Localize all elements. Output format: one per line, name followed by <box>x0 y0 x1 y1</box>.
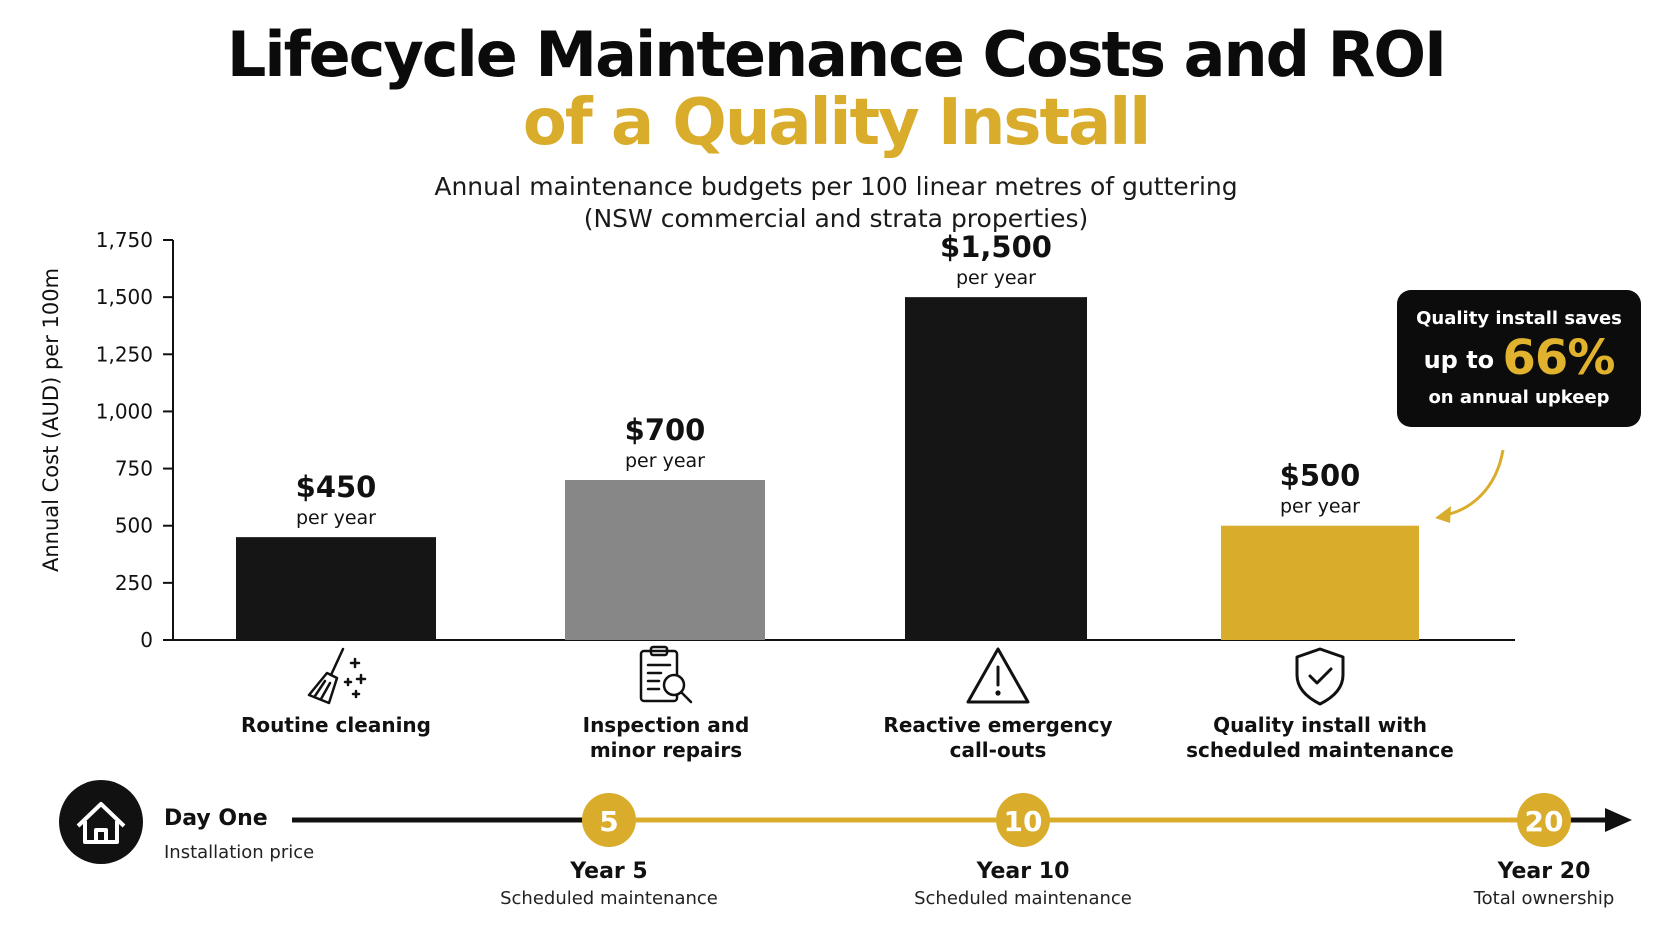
y-tick-label: 1,000 <box>96 399 153 423</box>
category-emergency: Reactive emergency call-outs <box>838 645 1158 763</box>
bar-value-label: $1,500 <box>940 230 1052 264</box>
milestone-number: 20 <box>1525 805 1564 838</box>
timeline: 5 Year 5 Scheduled maintenance 10 Year 10 Sch… <box>59 780 1632 909</box>
callout-line2: up to 66% <box>1397 330 1641 386</box>
bar-sublabel: per year <box>1280 496 1360 518</box>
warning-icon <box>966 647 1030 704</box>
y-tick-label: 1,500 <box>96 285 153 309</box>
chart-subtitle-line2: (NSW commercial and strata properties) <box>583 204 1089 233</box>
clipboard-search-icon <box>639 645 693 704</box>
category-routine-cleaning: Routine cleaning <box>176 645 496 738</box>
house-icon-circle <box>59 780 143 864</box>
milestone-circle <box>582 793 636 847</box>
callout-percent: 66% <box>1502 330 1616 386</box>
timeline-start-sub: Installation price <box>164 842 315 863</box>
y-tick-label: 250 <box>115 571 153 595</box>
timeline-start-label: Day One <box>164 806 268 831</box>
category-label-line2: minor repairs <box>589 738 743 762</box>
house-icon <box>76 802 126 844</box>
savings-callout: Quality install saves up to 66% on annua… <box>1397 290 1641 427</box>
category-label: Reactive emergency <box>883 713 1113 737</box>
bar <box>905 297 1087 640</box>
bar <box>236 537 436 640</box>
bar <box>565 480 765 640</box>
category-label: Quality install with <box>1213 713 1427 737</box>
milestone-label: Year 5 <box>569 859 648 884</box>
chart-title-line1: Lifecycle Maintenance Costs and ROI <box>226 18 1447 91</box>
category-label: Inspection and <box>582 713 750 737</box>
callout-arrow <box>1444 449 1505 517</box>
y-tick-label: 750 <box>115 457 153 481</box>
y-tick-label: 1,750 <box>96 228 153 252</box>
milestone-sub: Total ownership <box>1473 888 1615 909</box>
milestone-label: Year 20 <box>1497 859 1591 884</box>
category-inspection: Inspection and minor repairs <box>506 645 826 763</box>
milestone-label: Year 10 <box>976 859 1070 884</box>
y-tick-label: 0 <box>140 628 153 652</box>
category-label-line2: call-outs <box>949 738 1047 762</box>
timeline-arrowhead <box>1605 808 1632 832</box>
bar-value-label: $700 <box>625 413 706 447</box>
y-tick-label: 1,250 <box>96 342 153 366</box>
broom-icon <box>307 647 367 705</box>
bar-sublabel: per year <box>625 450 705 472</box>
y-axis-label: Annual Cost (AUD) per 100m <box>39 268 63 572</box>
value-labels-group: $450 per year $700 per year $1,500 per year $5… <box>296 230 1361 529</box>
callout-prefix: up to <box>1423 346 1495 374</box>
bar-sublabel: per year <box>956 267 1036 289</box>
chart-subtitle-line1: Annual maintenance budgets per 100 linea… <box>434 172 1238 201</box>
bar <box>1221 525 1419 640</box>
chart-title-line2: of a Quality Install <box>522 86 1151 160</box>
milestone-number: 5 <box>599 805 618 838</box>
milestone-sub: Scheduled maintenance <box>500 888 718 909</box>
bar-value-label: $500 <box>1280 459 1361 493</box>
bar-sublabel: per year <box>296 507 376 529</box>
bars-group <box>236 297 1419 640</box>
y-tick-label: 500 <box>115 514 153 538</box>
category-quality-install: Quality install with scheduled maintenan… <box>1160 645 1480 763</box>
callout-line1: Quality install saves <box>1416 308 1622 329</box>
milestone-sub: Scheduled maintenance <box>914 888 1132 909</box>
bar-value-label: $450 <box>296 470 377 504</box>
shield-check-icon <box>1295 647 1345 706</box>
milestone-circle <box>1517 793 1571 847</box>
callout-arrowhead <box>1435 506 1451 523</box>
milestone-number: 10 <box>1004 805 1043 838</box>
category-label-line2: scheduled maintenance <box>1186 738 1454 762</box>
milestone-circle <box>996 793 1050 847</box>
callout-line3: on annual upkeep <box>1428 387 1610 408</box>
category-label: Routine cleaning <box>241 713 431 737</box>
